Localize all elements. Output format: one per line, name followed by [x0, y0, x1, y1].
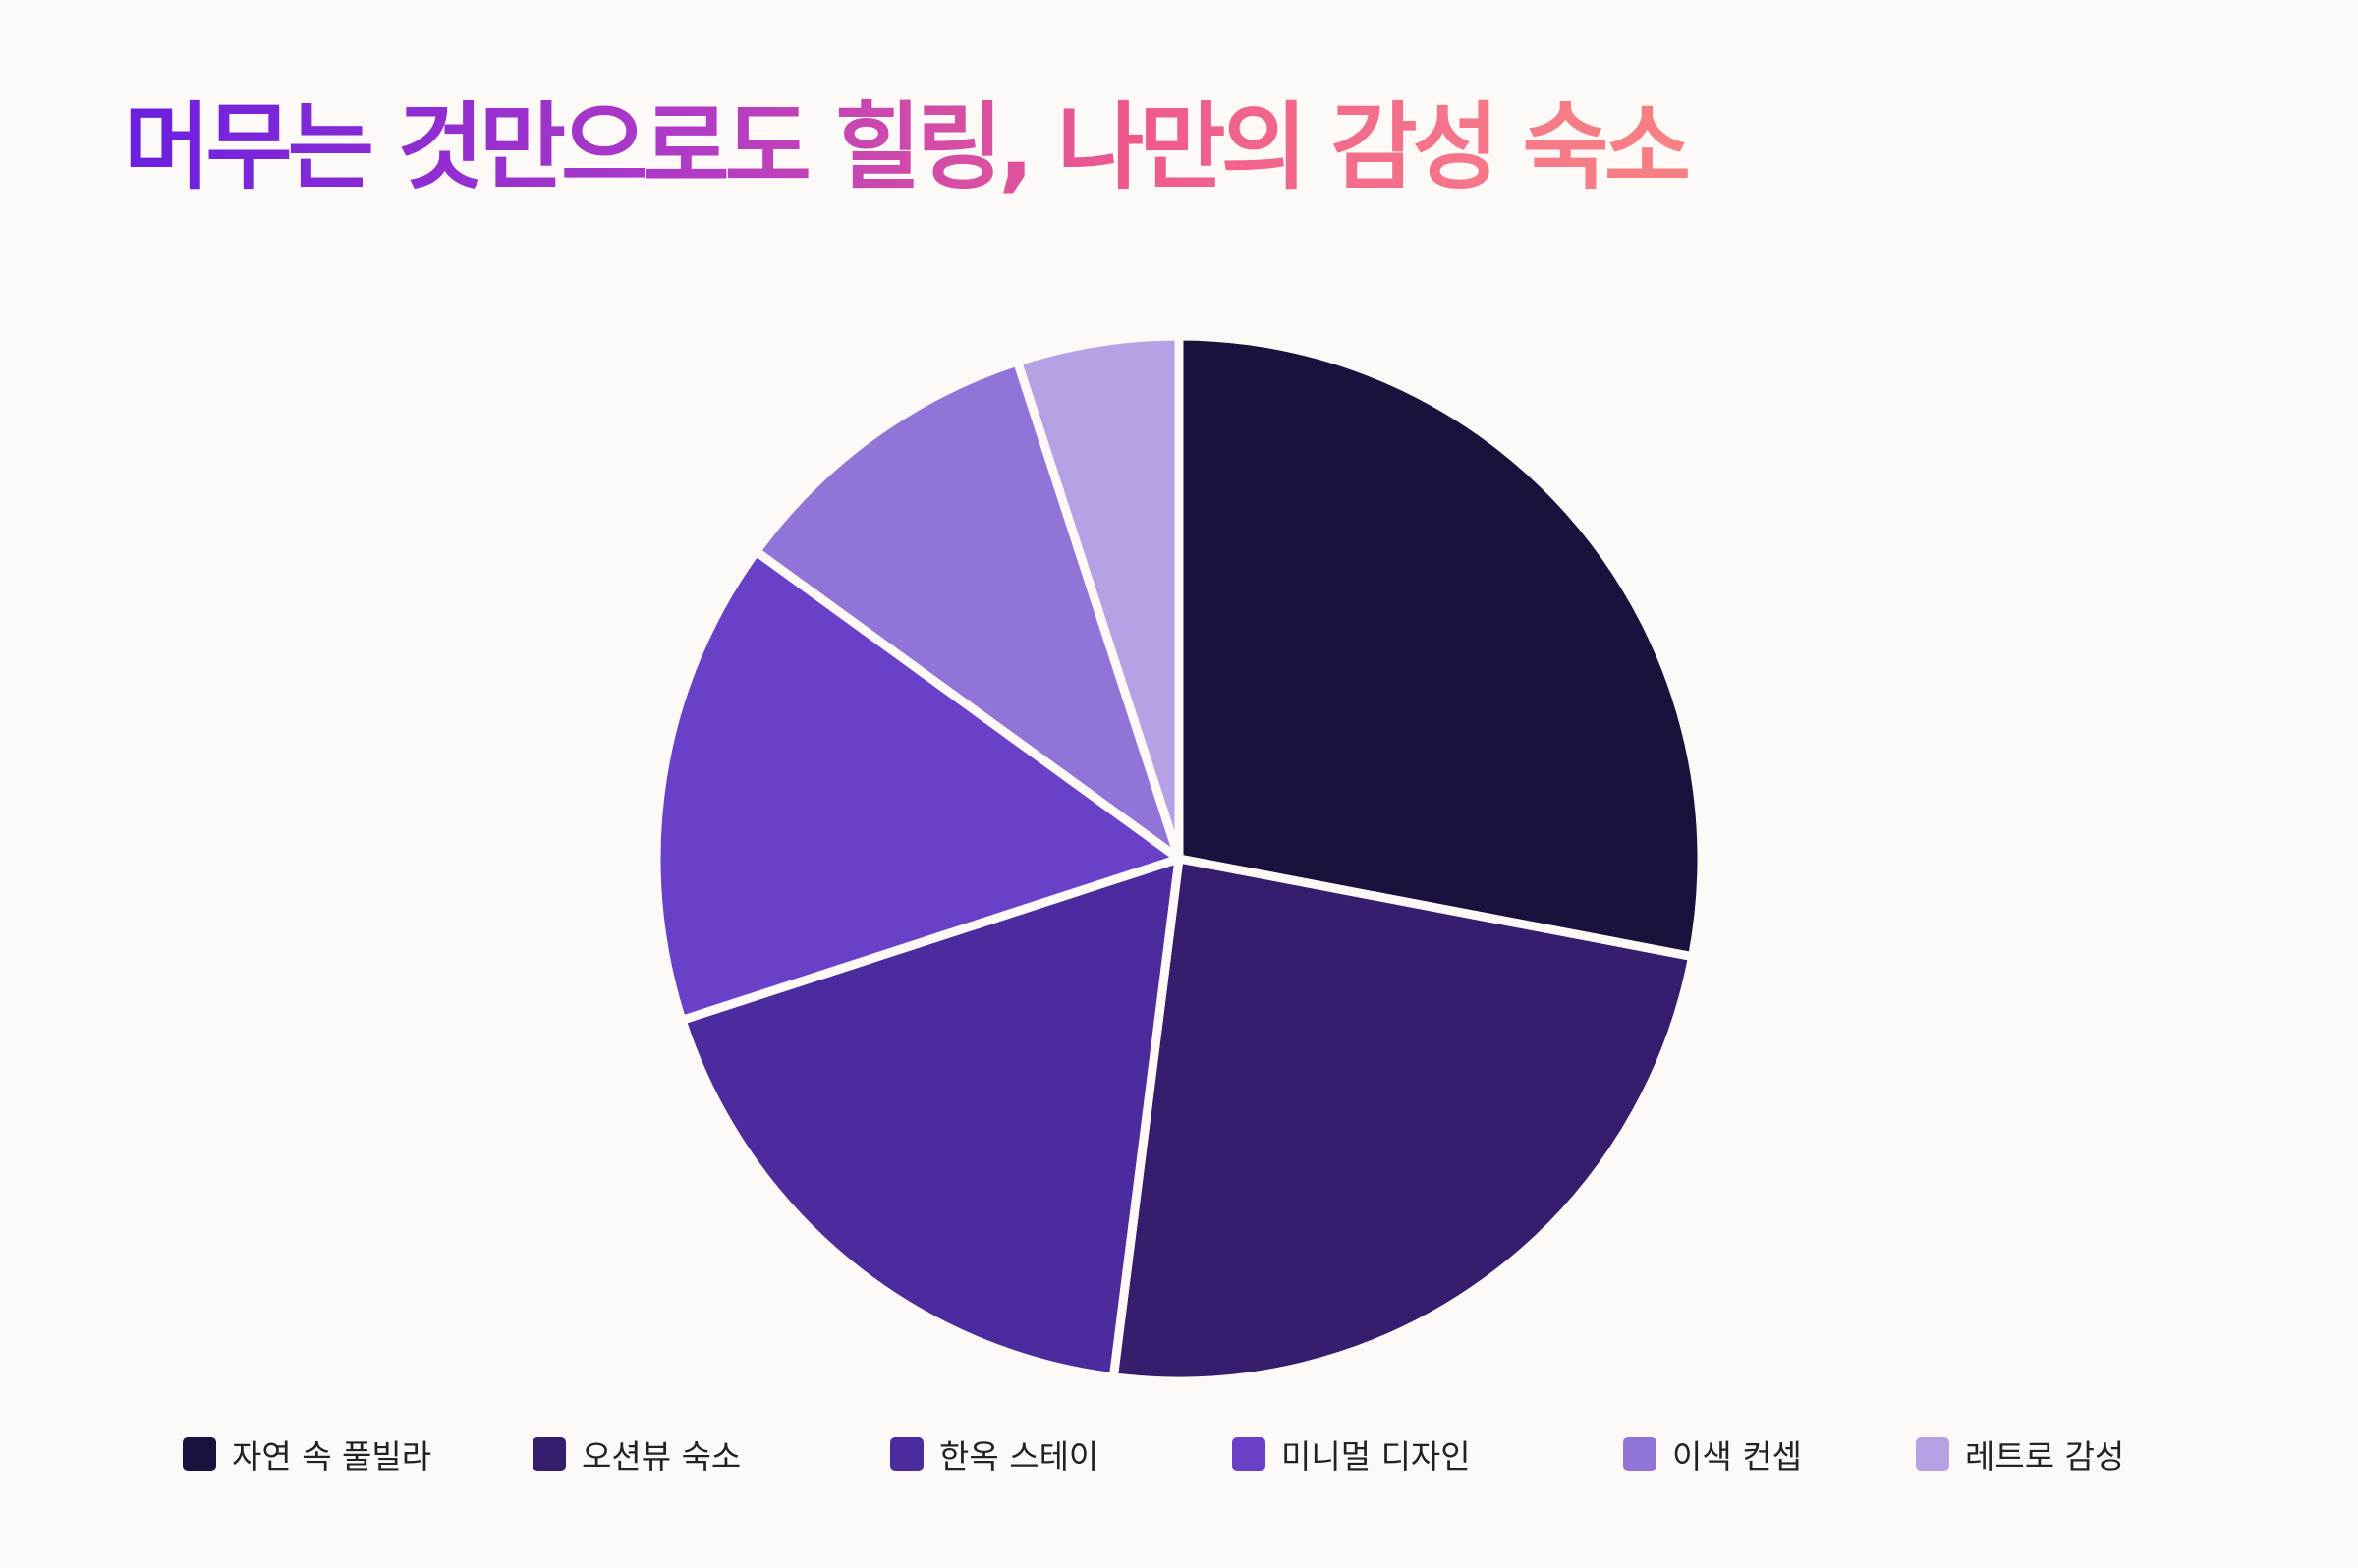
- pie-slice-4: [651, 546, 1184, 1025]
- legend-swatch: [1623, 1437, 1656, 1471]
- legend-label: 한옥 스테이: [939, 1437, 1099, 1476]
- pie-slice-2: [1108, 854, 1698, 1386]
- legend-label: 자연 속 풀빌라: [232, 1437, 432, 1476]
- chart-title: 머무는 것만으로도 힐링, 나만의 감성 숙소: [124, 88, 2236, 206]
- legend-item: 미니멀 디자인: [1232, 1429, 1471, 1479]
- legend-item: 레트로 감성: [1916, 1429, 2124, 1479]
- pie-slices: [651, 331, 1707, 1386]
- legend-item: 이색 컨셉: [1623, 1429, 1802, 1479]
- pie-slice-6: [1013, 331, 1184, 864]
- pie-slice-5: [752, 357, 1184, 864]
- legend-item: 자연 속 풀빌라: [183, 1429, 431, 1479]
- legend-swatch: [1916, 1437, 1949, 1471]
- legend-label: 오션뷰 숙소: [582, 1437, 742, 1476]
- legend-swatch: [533, 1437, 566, 1471]
- legend-swatch: [1232, 1437, 1265, 1471]
- legend-label: 레트로 감성: [1965, 1437, 2125, 1476]
- pie-slice-1: [1174, 331, 1707, 962]
- chart-legend: 자연 속 풀빌라 오션뷰 숙소 한옥 스테이 미니멀 디자인 이색 컨셉 레트로 감성: [0, 1429, 2358, 1479]
- legend-label: 이색 컨셉: [1672, 1437, 1802, 1476]
- title-container: 머무는 것만으로도 힐링, 나만의 감성 숙소: [124, 88, 2236, 216]
- pie-slice-3: [677, 854, 1184, 1382]
- legend-item: 한옥 스테이: [890, 1429, 1098, 1479]
- legend-item: 오션뷰 숙소: [533, 1429, 741, 1479]
- legend-swatch: [890, 1437, 924, 1471]
- legend-label: 미니멀 디자인: [1281, 1437, 1471, 1476]
- legend-swatch: [183, 1437, 216, 1471]
